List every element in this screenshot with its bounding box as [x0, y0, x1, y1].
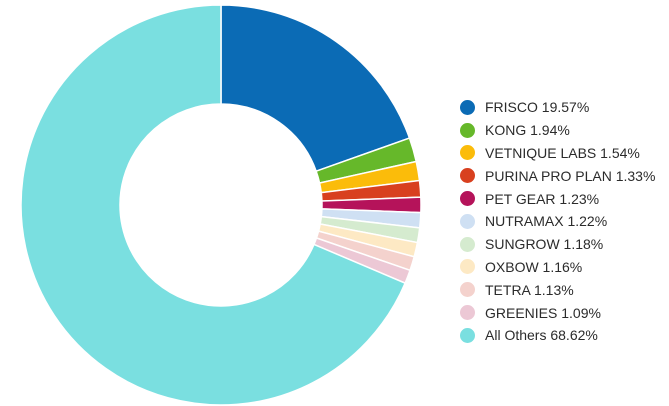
- legend-item-purina-pro-plan: PURINA PRO PLAN 1.33%: [460, 164, 655, 187]
- legend-label: SUNGROW 1.18%: [485, 236, 604, 253]
- legend-item-nutramax: NUTRAMAX 1.22%: [460, 210, 655, 233]
- legend-label: FRISCO 19.57%: [485, 99, 590, 116]
- legend-swatch: [460, 327, 475, 343]
- legend-item-tetra: TETRA 1.13%: [460, 278, 655, 301]
- legend-label: KONG 1.94%: [485, 122, 570, 139]
- legend-item-vetnique-labs: VETNIQUE LABS 1.54%: [460, 142, 655, 165]
- legend-item-sungrow: SUNGROW 1.18%: [460, 233, 655, 256]
- legend-item-all-others: All Others 68.62%: [460, 324, 655, 347]
- legend-item-oxbow: OXBOW 1.16%: [460, 256, 655, 279]
- legend-item-pet-gear: PET GEAR 1.23%: [460, 187, 655, 210]
- legend-swatch: [460, 99, 475, 115]
- legend-swatch: [460, 282, 475, 298]
- legend-swatch: [460, 213, 475, 229]
- donut-slices: [20, 4, 422, 406]
- legend-label: TETRA 1.13%: [485, 281, 574, 298]
- legend-swatch: [460, 191, 475, 207]
- legend-label: NUTRAMAX 1.22%: [485, 213, 608, 230]
- legend-swatch: [460, 305, 475, 321]
- legend-label: PET GEAR 1.23%: [485, 190, 600, 207]
- legend-label: VETNIQUE LABS 1.54%: [485, 144, 640, 161]
- legend-label: OXBOW 1.16%: [485, 258, 583, 275]
- legend-label: PURINA PRO PLAN 1.33%: [485, 167, 656, 184]
- legend-swatch: [460, 145, 475, 161]
- chart-legend: FRISCO 19.57% KONG 1.94% VETNIQUE LABS 1.5…: [460, 96, 655, 347]
- legend-item-frisco: FRISCO 19.57%: [460, 96, 655, 119]
- legend-swatch: [460, 168, 475, 184]
- legend-label: GREENIES 1.09%: [485, 304, 601, 321]
- slice-all-others: [20, 4, 407, 406]
- slice-frisco: [220, 4, 411, 173]
- legend-item-kong: KONG 1.94%: [460, 119, 655, 142]
- legend-label: All Others 68.62%: [485, 327, 598, 344]
- legend-swatch: [460, 259, 475, 275]
- legend-item-greenies: GREENIES 1.09%: [460, 301, 655, 324]
- legend-swatch: [460, 122, 475, 138]
- legend-swatch: [460, 236, 475, 252]
